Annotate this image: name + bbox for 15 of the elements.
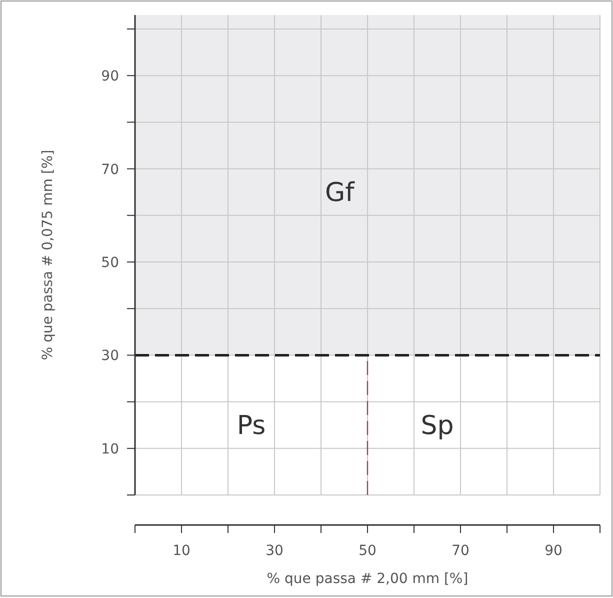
y-tick-label: 10 xyxy=(101,441,119,458)
x-axis-title: % que passa # 2,00 mm [%] xyxy=(266,571,468,587)
annotation: Ps xyxy=(236,411,266,442)
annotation: Gf xyxy=(324,178,356,208)
x-tick-label: 70 xyxy=(452,543,470,559)
annotation: Sp xyxy=(420,411,454,442)
x-tick-label: 50 xyxy=(358,543,376,559)
y-axis-title: % que passa # 0,075 mm [%] xyxy=(40,150,56,360)
y-tick-label: 50 xyxy=(101,255,119,271)
y-tick-label: 90 xyxy=(101,68,119,85)
x-tick-label: 90 xyxy=(544,543,562,559)
y-tick-label: 70 xyxy=(101,162,119,178)
x-tick-label: 30 xyxy=(266,543,284,559)
y-tick-label: 30 xyxy=(101,348,119,364)
x-tick-label: 10 xyxy=(172,543,190,559)
